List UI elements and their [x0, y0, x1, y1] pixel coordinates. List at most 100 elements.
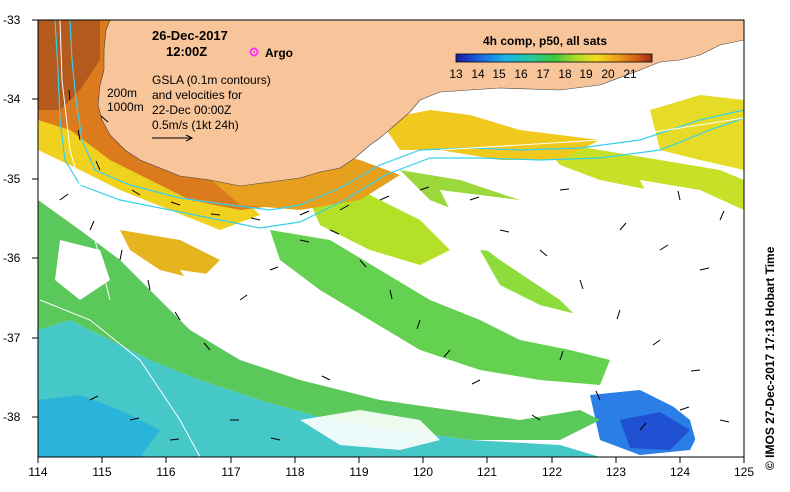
y-tick-label: -34	[3, 92, 21, 106]
colorbar-tick: 19	[579, 67, 593, 81]
y-tick-label: -37	[3, 331, 21, 345]
gsla-contour-3	[439, 117, 744, 151]
velocity-arrow	[677, 190, 681, 201]
x-tick-label: 118	[285, 465, 304, 479]
sst-patch-blue-sw	[38, 395, 160, 457]
velocity-arrow	[89, 220, 95, 231]
velocity-arrow	[416, 319, 421, 330]
velocity-arrow	[203, 342, 211, 351]
velocity-arrow	[471, 379, 481, 385]
x-tick-label: 117	[221, 465, 240, 479]
velocity-arrow	[170, 201, 181, 206]
velocity-arrow	[499, 229, 510, 233]
velocity-arrow	[616, 309, 621, 320]
colorbar: 4h comp, p50, all sats 13 14 15 16 17 18…	[449, 34, 653, 81]
scale-label: 0.5m/s (1kt 24h)	[152, 118, 239, 132]
velocity-arrow	[531, 414, 541, 421]
velocity-arrow	[174, 311, 181, 321]
sst-patch-deepblue-se	[620, 412, 690, 450]
colorbar-tick: 15	[492, 67, 506, 81]
isobath-200m	[69, 20, 744, 211]
gsla-contour-1	[39, 299, 201, 457]
velocity-arrow	[250, 217, 261, 221]
velocity-arrow	[299, 239, 310, 243]
argo-marker: Argo	[249, 46, 293, 60]
cloud-gap-3	[300, 410, 440, 450]
velocity-arrow	[77, 129, 81, 141]
y-axis: -33 -34 -35 -36 -37 -38	[3, 13, 38, 424]
colorbar-tick: 13	[449, 67, 463, 81]
velocity-arrow	[270, 437, 281, 441]
velocity-arrow	[699, 267, 710, 271]
velocity-arrow	[659, 244, 669, 251]
velocity-arrows	[59, 89, 730, 441]
velocity-arrow	[469, 196, 480, 201]
isobath-1000m	[54, 20, 744, 229]
velocity-arrow	[239, 294, 248, 301]
sst-patch-brown-west	[38, 20, 100, 110]
colorbar-tick: 18	[558, 67, 572, 81]
velocity-arrow	[359, 259, 367, 268]
cloud-gap-4	[55, 240, 110, 300]
depth-leader-line	[100, 115, 109, 123]
argo-symbol-center	[253, 51, 255, 53]
velocity-arrow	[131, 189, 141, 196]
sst-patch-green-sw	[38, 200, 600, 440]
x-tick-label: 121	[477, 465, 497, 479]
velocity-arrow	[443, 349, 451, 358]
x-tick-label: 115	[92, 465, 111, 479]
velocity-arrow	[147, 279, 151, 291]
y-tick-label: -33	[3, 13, 21, 27]
cloud-gap-2	[440, 190, 744, 457]
x-axis: 114 115 116 117 118 119 120 121 122 123 …	[28, 457, 754, 479]
depth-label-1000m: 1000m	[107, 100, 144, 114]
velocity-arrow	[389, 289, 393, 300]
x-tick-label: 124	[670, 465, 690, 479]
gsla-line-3: 22-Dec 00:00Z	[152, 103, 231, 117]
velocity-arrow	[719, 419, 730, 423]
argo-symbol-icon	[249, 47, 259, 57]
velocity-arrow	[559, 350, 564, 361]
velocity-arrow	[619, 222, 627, 231]
velocity-arrow	[379, 195, 390, 201]
y-tick-label: -38	[3, 410, 21, 424]
velocity-arrow	[339, 204, 350, 211]
velocity-arrow	[679, 406, 690, 411]
x-tick-label: 116	[156, 465, 175, 479]
gsla-line-2: and velocities for	[152, 88, 242, 102]
velocity-arrow	[68, 89, 71, 101]
velocity-arrow	[169, 438, 180, 441]
sst-patch-cool-sw	[38, 320, 600, 457]
colorbar-gradient	[455, 53, 653, 63]
x-tick-label: 114	[28, 465, 47, 479]
y-tick-label: -36	[3, 251, 21, 265]
sst-patch-orange-west	[38, 20, 280, 210]
map-date: 26-Dec-2017	[152, 28, 228, 43]
velocity-arrow	[719, 210, 725, 221]
sst-patch-orange-sw2	[120, 230, 220, 280]
velocity-arrow	[579, 279, 584, 290]
velocity-arrow	[652, 339, 661, 346]
velocity-arrow	[119, 249, 123, 261]
sst-patch-yellow-east	[380, 110, 600, 160]
x-tick-label: 122	[542, 465, 562, 479]
sst-patch-yellow-east-2	[650, 95, 744, 170]
velocity-arrow	[559, 188, 570, 191]
x-tick-label: 119	[349, 465, 368, 479]
velocity-arrow	[89, 395, 99, 401]
velocity-arrow	[129, 417, 140, 421]
sst-patch-orange-mid	[200, 150, 400, 210]
map-time: 12:00Z	[166, 44, 207, 59]
velocity-arrow	[690, 369, 701, 372]
sst-patch-yellowgreen-2	[540, 140, 744, 230]
velocity-arrow	[321, 375, 331, 381]
y-tick-label: -35	[3, 172, 21, 186]
cloud-gap-1	[180, 270, 330, 370]
velocity-arrow	[419, 186, 430, 191]
plot-frame	[37, 19, 745, 458]
colorbar-tick: 17	[536, 67, 550, 81]
colorbar-title: 4h comp, p50, all sats	[483, 34, 607, 48]
colorbar-tick: 14	[471, 67, 485, 81]
velocity-arrow	[299, 210, 310, 216]
